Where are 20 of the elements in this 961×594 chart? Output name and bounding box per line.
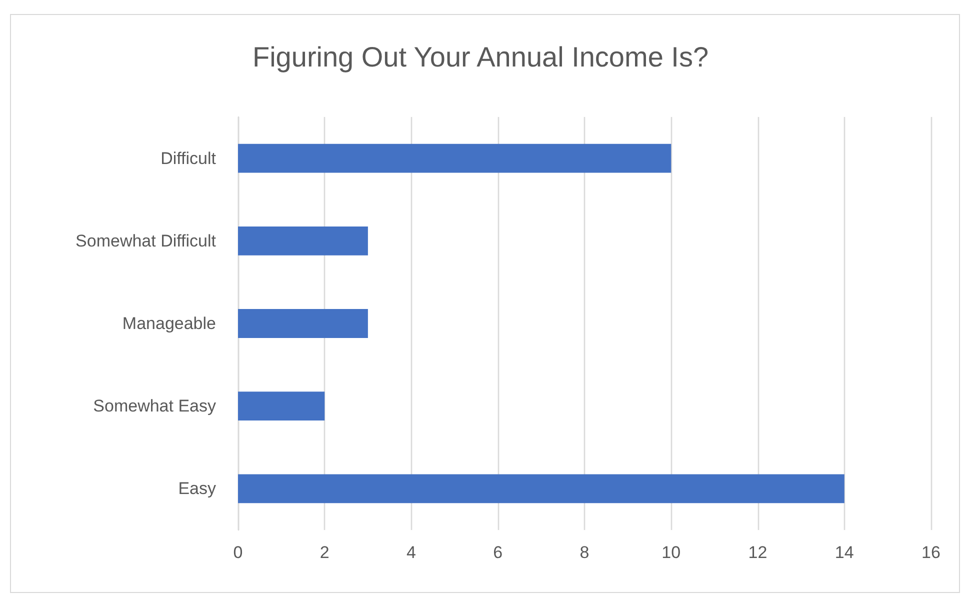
y-tick-label: Difficult [160, 148, 216, 168]
x-tick-label: 14 [834, 543, 854, 562]
x-tick-label: 0 [233, 543, 243, 562]
bar [238, 309, 368, 338]
x-tick-label: 16 [922, 543, 940, 562]
bar [238, 226, 368, 256]
y-tick-label: Somewhat Easy [93, 396, 216, 416]
x-tick-label: 10 [662, 543, 681, 562]
x-tick-label: 2 [320, 543, 330, 562]
x-tick-label: 8 [580, 543, 590, 562]
x-tick-label: 6 [493, 543, 503, 562]
y-tick-label: Easy [178, 479, 216, 498]
x-tick-label: 4 [406, 543, 416, 562]
bar [238, 144, 672, 173]
x-tick-label: 12 [748, 543, 768, 562]
bar [238, 474, 844, 504]
bar [238, 392, 325, 421]
y-tick-label: Manageable [122, 314, 216, 333]
chart-title: Figuring Out Your Annual Income Is? [252, 42, 709, 72]
y-tick-label: Somewhat Difficult [76, 231, 216, 250]
